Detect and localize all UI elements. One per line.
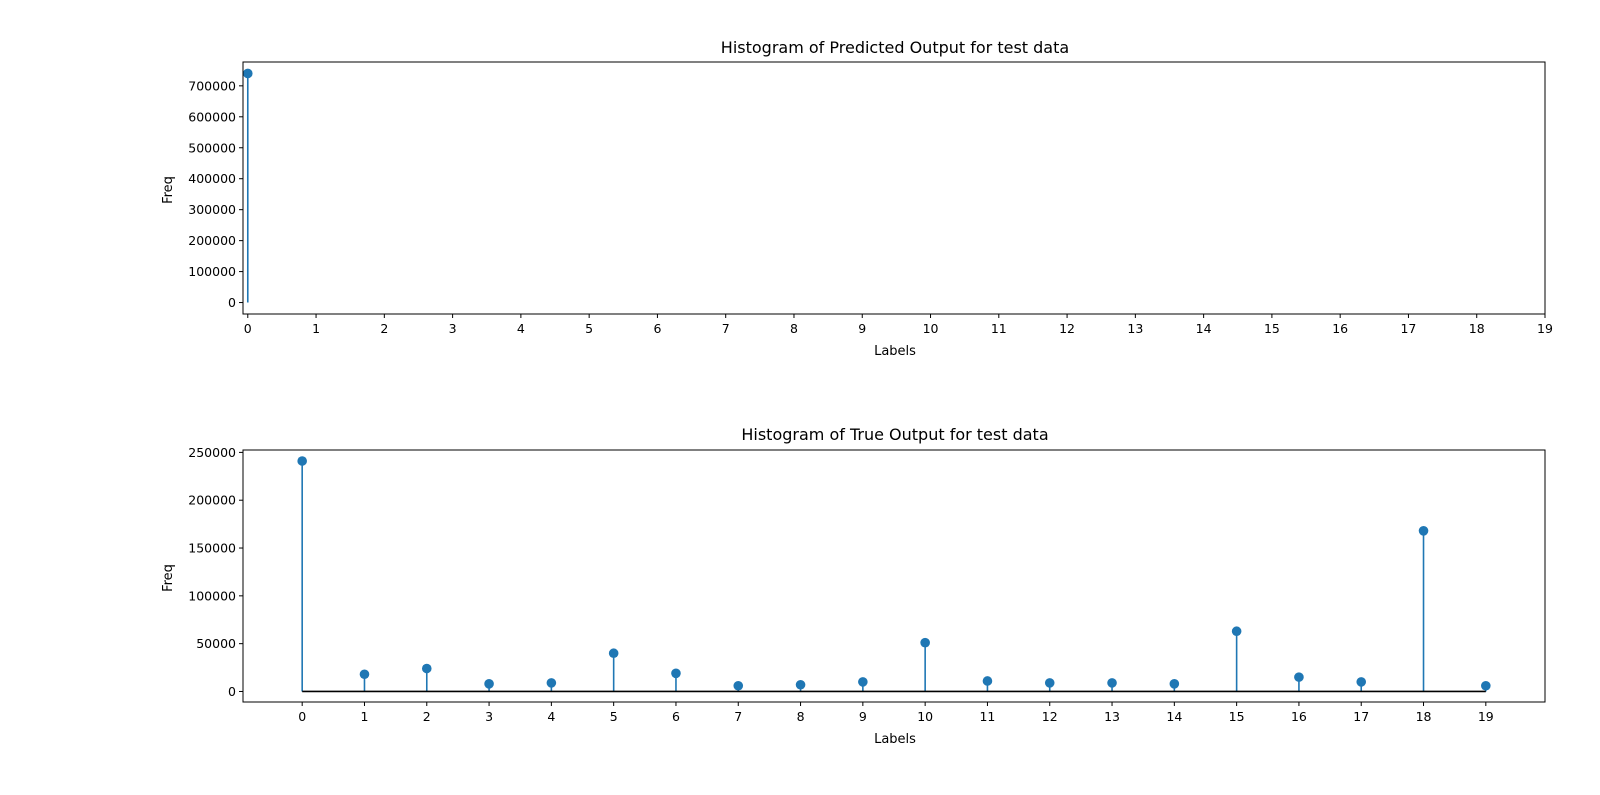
x-axis-label: Labels bbox=[874, 344, 916, 359]
x-tick-label: 2 bbox=[380, 321, 388, 336]
chart-title: Histogram of True Output for test data bbox=[741, 425, 1048, 444]
x-tick-label: 6 bbox=[653, 321, 661, 336]
x-tick-label: 13 bbox=[1104, 709, 1120, 724]
x-axis-label: Labels bbox=[874, 732, 916, 747]
x-tick-label: 0 bbox=[298, 709, 306, 724]
stem-marker bbox=[1107, 678, 1117, 688]
y-tick-label: 250000 bbox=[188, 445, 236, 460]
x-tick-label: 5 bbox=[585, 321, 593, 336]
x-tick-label: 1 bbox=[312, 321, 320, 336]
stem-marker bbox=[733, 680, 744, 691]
stem-marker bbox=[1481, 680, 1491, 691]
x-tick-labels: 0 1 2 3 4 5 6 7 8 9 10 11 12 13 14 15 16 17 18 19 bbox=[298, 702, 1494, 724]
y-axis-label: Freq bbox=[161, 176, 176, 204]
x-tick-label: 8 bbox=[797, 709, 805, 724]
x-tick-label: 1 bbox=[361, 709, 369, 724]
x-tick-label: 14 bbox=[1196, 321, 1212, 336]
x-tick-label: 17 bbox=[1353, 709, 1369, 724]
y-axis-label: Freq bbox=[161, 564, 176, 592]
stem-marker bbox=[484, 679, 494, 689]
x-tick-label: 6 bbox=[672, 709, 680, 724]
y-tick-labels: 0 100000 200000 300000 400000 500000 600000 700… bbox=[188, 78, 243, 310]
stem-marker bbox=[1418, 526, 1429, 536]
x-tick-label: 0 bbox=[244, 321, 252, 336]
stem-marker bbox=[297, 456, 307, 466]
x-tick-label: 18 bbox=[1416, 709, 1432, 724]
x-tick-label: 4 bbox=[517, 321, 525, 336]
x-tick-label: 8 bbox=[790, 321, 798, 336]
x-tick-label: 10 bbox=[923, 321, 939, 336]
stem-marker bbox=[421, 663, 432, 674]
plot-frame bbox=[242, 61, 1546, 315]
y-tick-label: 400000 bbox=[188, 171, 236, 186]
stem-marker bbox=[1169, 679, 1180, 689]
x-tick-label: 3 bbox=[449, 321, 457, 336]
y-tick-label: 200000 bbox=[188, 233, 236, 248]
x-tick-label: 16 bbox=[1332, 321, 1348, 336]
stem-marker bbox=[795, 679, 806, 690]
y-tick-label: 150000 bbox=[188, 541, 236, 556]
stem-marker bbox=[608, 648, 619, 659]
x-tick-label: 5 bbox=[610, 709, 618, 724]
stem-marker bbox=[1294, 672, 1304, 682]
x-tick-label: 11 bbox=[991, 321, 1007, 336]
x-tick-label: 9 bbox=[859, 709, 867, 724]
y-tick-label: 50000 bbox=[196, 636, 236, 651]
stem-marker bbox=[1356, 677, 1367, 687]
x-tick-label: 15 bbox=[1229, 709, 1245, 724]
x-tick-label: 4 bbox=[547, 709, 555, 724]
stem-marker bbox=[1044, 678, 1055, 688]
stem-marker bbox=[242, 68, 253, 79]
x-tick-label: 16 bbox=[1291, 709, 1307, 724]
x-tick-label: 14 bbox=[1166, 709, 1182, 724]
x-tick-label: 3 bbox=[485, 709, 493, 724]
x-tick-label: 9 bbox=[858, 321, 866, 336]
x-tick-label: 12 bbox=[1059, 321, 1075, 336]
x-tick-label: 11 bbox=[979, 709, 995, 724]
y-tick-label: 300000 bbox=[188, 202, 236, 217]
plot-frame bbox=[242, 449, 1546, 703]
x-tick-label: 18 bbox=[1469, 321, 1485, 336]
x-tick-label: 7 bbox=[734, 709, 742, 724]
x-tick-label: 19 bbox=[1478, 709, 1494, 724]
stem-marker bbox=[982, 676, 993, 686]
stems bbox=[297, 456, 1491, 693]
y-tick-label: 500000 bbox=[188, 140, 236, 155]
stems bbox=[242, 68, 253, 303]
stem-marker bbox=[671, 668, 681, 679]
x-tick-label: 13 bbox=[1127, 321, 1143, 336]
y-tick-label: 0 bbox=[228, 684, 236, 699]
y-tick-label: 100000 bbox=[188, 588, 236, 603]
x-tick-label: 17 bbox=[1400, 321, 1416, 336]
x-tick-labels: 0 1 2 3 4 5 6 7 8 9 10 11 12 13 14 15 16 17 18 19 bbox=[244, 314, 1553, 336]
x-tick-label: 15 bbox=[1264, 321, 1280, 336]
x-tick-label: 2 bbox=[423, 709, 431, 724]
y-tick-label: 700000 bbox=[188, 78, 236, 93]
x-tick-label: 12 bbox=[1042, 709, 1058, 724]
y-tick-label: 0 bbox=[228, 295, 236, 310]
x-tick-label: 19 bbox=[1537, 321, 1553, 336]
y-tick-labels: 0 50000 100000 150000 200000 250000 bbox=[188, 445, 243, 699]
chart-true: Histogram of True Output for test data 0… bbox=[161, 425, 1546, 747]
y-tick-label: 600000 bbox=[188, 109, 236, 124]
stem-marker bbox=[858, 677, 868, 687]
stem-marker bbox=[546, 678, 557, 688]
x-tick-label: 7 bbox=[722, 321, 730, 336]
chart-predicted: Histogram of Predicted Output for test d… bbox=[161, 38, 1553, 359]
x-tick-label: 10 bbox=[917, 709, 933, 724]
stem-marker bbox=[359, 669, 370, 680]
y-tick-label: 200000 bbox=[188, 493, 236, 508]
y-tick-label: 100000 bbox=[188, 264, 236, 279]
stem-marker bbox=[920, 637, 930, 648]
stem-marker bbox=[1231, 626, 1242, 637]
chart-title: Histogram of Predicted Output for test d… bbox=[721, 38, 1069, 57]
